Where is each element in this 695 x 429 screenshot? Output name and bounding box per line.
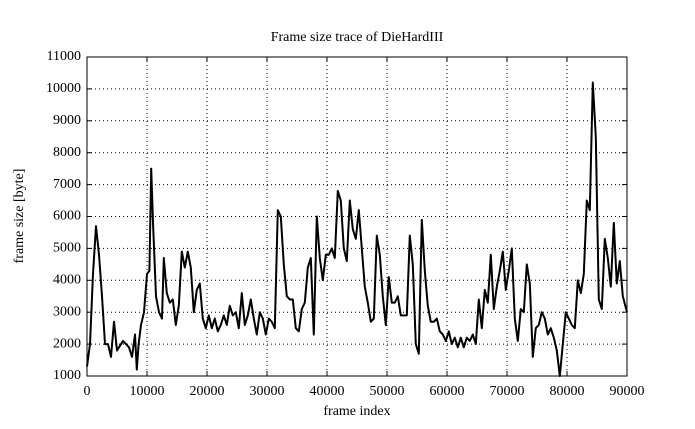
x-axis-label: frame index [323,404,390,419]
chart-title: Frame size trace of DieHardIII [271,30,444,45]
y-tick-label: 2000 [53,336,81,351]
y-tick-label: 5000 [53,241,81,256]
x-tick-label: 70000 [490,384,525,399]
y-tick-label: 11000 [47,49,81,64]
y-tick-label: 1000 [53,368,81,383]
y-tick-label: 7000 [53,177,81,192]
x-tick-label: 40000 [310,384,345,399]
y-tick-label: 3000 [53,304,81,319]
x-tick-label: 10000 [130,384,165,399]
y-tick-label: 6000 [53,209,81,224]
y-tick-label: 8000 [53,145,81,160]
x-tick-label: 60000 [430,384,465,399]
y-tick-label: 9000 [53,113,81,128]
data-line [86,81,628,377]
x-tick-label: 0 [84,384,91,399]
y-tick-label: 4000 [53,273,81,288]
x-tick-label: 50000 [370,384,405,399]
x-tick-label: 30000 [250,384,285,399]
y-axis-label: frame size [byte] [12,169,27,264]
plot-frame [86,56,628,377]
x-tick-label: 20000 [190,384,225,399]
x-tick-label: 90000 [610,384,645,399]
y-tick-label: 10000 [46,81,81,96]
x-tick-label: 80000 [550,384,585,399]
